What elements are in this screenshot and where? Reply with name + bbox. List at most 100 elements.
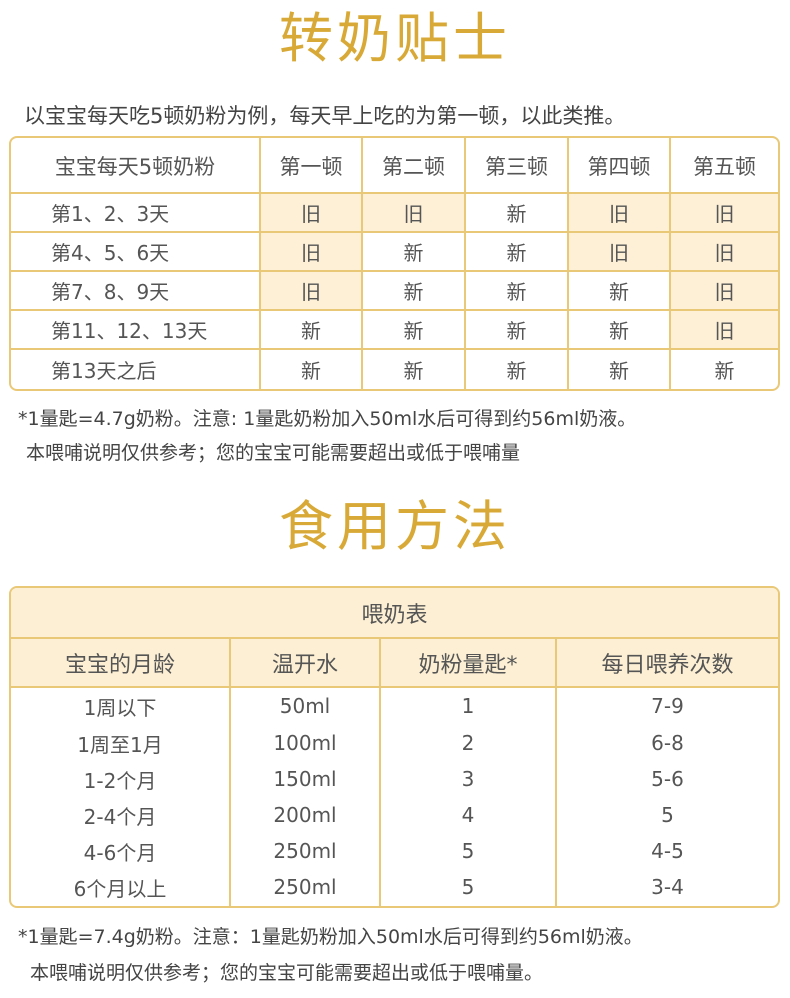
feed-cell-old: 旧: [569, 233, 669, 270]
feeding-header-cell: 每日喂养次数: [601, 652, 734, 678]
table-divider: [11, 348, 778, 350]
table-divider: [11, 231, 778, 233]
scoops-cell: 5: [461, 875, 475, 899]
table-row: 1-2个月 150ml 3 5-6: [11, 761, 778, 797]
transition-intro-text: 以宝宝每天吃5顿奶粉为例，每天早上吃的为第一顿，以此类推。: [24, 104, 626, 128]
scoops-cell: 1: [461, 694, 475, 718]
table-divider: [11, 270, 778, 272]
table-row: 第7、8、9天 旧 新 新 新 旧: [11, 272, 778, 309]
feeds-per-day-cell: 7-9: [651, 694, 684, 718]
age-cell: 2-4个月: [83, 804, 157, 829]
table-row: 6个月以上 250ml 5 3-4: [11, 869, 778, 905]
feeds-per-day-cell: 5: [661, 803, 674, 827]
water-cell: 200ml: [273, 803, 337, 827]
table-row: 1周至1月 100ml 2 6-8: [11, 725, 778, 761]
transition-header-cell: 第五顿: [693, 155, 756, 179]
table-row: 1周以下 50ml 1 7-9: [11, 688, 778, 724]
table-divider: [555, 637, 557, 906]
table-row: 第13天之后 新 新 新 新 新: [11, 350, 778, 389]
age-cell: 4-6个月: [83, 840, 157, 865]
water-cell: 150ml: [273, 767, 337, 791]
table-row: 第1、2、3天 旧 旧 新 旧 旧: [11, 194, 778, 231]
feeding-table-header: 宝宝的月龄 温开水 奶粉量匙* 每日喂养次数: [11, 637, 778, 686]
scoops-cell: 4: [461, 803, 475, 827]
feed-cell-new: 新: [609, 319, 629, 343]
feed-cell-new: 新: [403, 359, 424, 383]
feeds-per-day-cell: 6-8: [651, 731, 684, 755]
feed-cell-new: 新: [506, 202, 527, 226]
table-divider: [11, 309, 778, 311]
section-title-usage: 食用方法: [279, 495, 511, 558]
table-row: 4-6个月 250ml 5 4-5: [11, 833, 778, 869]
table-divider: [567, 138, 569, 389]
age-cell: 6个月以上: [73, 876, 167, 901]
transition-table-header: 宝宝每天5顿奶粉 第一顿 第二顿 第三顿 第四顿 第五顿: [11, 138, 778, 194]
feed-cell-old: 旧: [671, 272, 778, 309]
row-label: 第11、12、13天: [51, 319, 208, 343]
feed-cell-old: 旧: [671, 194, 778, 231]
table-divider: [379, 637, 381, 906]
feed-cell-new: 新: [301, 319, 321, 343]
row-label: 第7、8、9天: [51, 280, 170, 304]
table-divider: [361, 138, 363, 389]
feed-cell-old: 旧: [569, 194, 669, 231]
feed-cell-new: 新: [506, 241, 527, 265]
feed-cell-new: 新: [403, 280, 424, 304]
feed-cell-old: 旧: [261, 194, 361, 231]
transition-header-cell: 第四顿: [587, 155, 651, 179]
transition-table: 宝宝每天5顿奶粉 第一顿 第二顿 第三顿 第四顿 第五顿 第1、2、3天 旧 旧…: [9, 136, 780, 391]
feed-cell-new: 新: [506, 319, 527, 343]
row-label: 第4、5、6天: [51, 241, 170, 265]
feed-cell-old: 旧: [261, 272, 361, 309]
row-label: 第1、2、3天: [51, 202, 170, 226]
section-title-transition-tips: 转奶贴士: [279, 7, 511, 70]
feed-cell-old: 旧: [363, 194, 464, 231]
feed-cell-new: 新: [609, 280, 629, 304]
transition-header-cell: 第一顿: [279, 155, 343, 179]
transition-header-cell: 宝宝每天5顿奶粉: [54, 155, 216, 179]
age-cell: 1周以下: [83, 695, 157, 720]
table-divider: [229, 637, 231, 906]
feeding-note-line-2: 本喂哺说明仅供参考；您的宝宝可能需要超出或低于喂哺量。: [30, 962, 544, 984]
scoops-cell: 5: [461, 839, 475, 863]
transition-header-cell: 第三顿: [485, 155, 548, 179]
scoops-cell: 2: [461, 731, 475, 755]
water-cell: 250ml: [273, 875, 337, 899]
table-row: 第4、5、6天 旧 新 新 旧 旧: [11, 233, 778, 270]
feeding-header-cell: 奶粉量匙*: [418, 652, 518, 678]
feeding-note-line-1: *1量匙=7.4g奶粉。注意：1量匙奶粉加入50ml水后可得到约56ml奶液。: [18, 926, 643, 948]
water-cell: 50ml: [279, 694, 331, 718]
feeding-table-title: 喂奶表: [11, 588, 778, 637]
feed-cell-old: 旧: [261, 233, 361, 270]
feeding-header-cell: 宝宝的月龄: [64, 652, 175, 678]
table-divider: [11, 192, 778, 194]
table-divider: [669, 138, 671, 389]
feeds-per-day-cell: 3-4: [651, 875, 684, 899]
table-divider: [259, 138, 261, 389]
feed-cell-new: 新: [506, 359, 527, 383]
feeds-per-day-cell: 4-5: [651, 839, 684, 863]
water-cell: 100ml: [273, 731, 337, 755]
feed-cell-old: 旧: [671, 311, 778, 348]
feed-cell-new: 新: [506, 280, 527, 304]
feed-cell-new: 新: [609, 359, 629, 383]
transition-note-line-1: *1量匙=4.7g奶粉。注意: 1量匙奶粉加入50ml水后可得到约56ml奶液。: [18, 408, 637, 430]
feeds-per-day-cell: 5-6: [651, 767, 684, 791]
feed-cell-new: 新: [714, 359, 735, 383]
feeding-table: 喂奶表 宝宝的月龄 温开水 奶粉量匙* 每日喂养次数 1周以下 50ml 1 7…: [9, 586, 780, 908]
age-cell: 1周至1月: [77, 732, 163, 757]
row-label: 第13天之后: [51, 359, 157, 383]
table-divider: [11, 686, 778, 688]
age-cell: 1-2个月: [83, 768, 157, 793]
table-row: 第11、12、13天 新 新 新 新 旧: [11, 311, 778, 348]
table-row: 2-4个月 200ml 4 5: [11, 797, 778, 833]
transition-note-line-2: 本喂哺说明仅供参考；您的宝宝可能需要超出或低于喂哺量: [26, 442, 521, 464]
table-divider: [464, 138, 466, 389]
feed-cell-new: 新: [403, 241, 424, 265]
water-cell: 250ml: [273, 839, 337, 863]
feed-cell-new: 新: [403, 319, 424, 343]
feed-cell-new: 新: [301, 359, 321, 383]
feed-cell-old: 旧: [671, 233, 778, 270]
scoops-cell: 3: [461, 767, 475, 791]
transition-header-cell: 第二顿: [382, 155, 445, 179]
